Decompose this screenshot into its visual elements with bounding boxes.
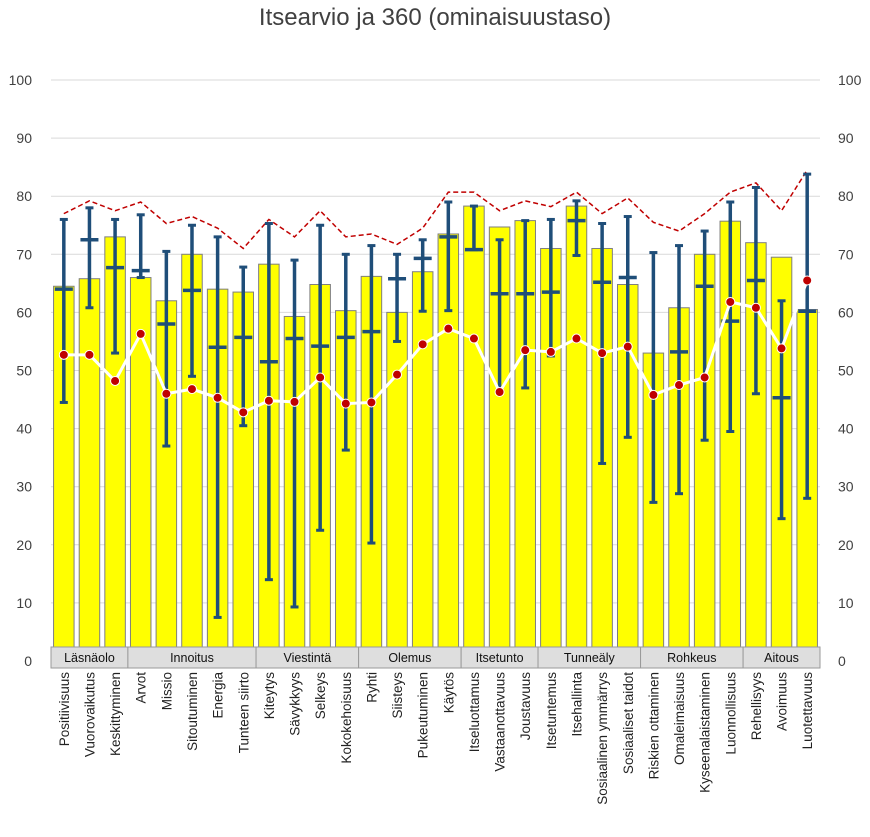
y-tick-label-right: 100 [838, 72, 862, 88]
line-marker [263, 395, 274, 406]
category-label: Luotettavuus [800, 672, 815, 750]
dashed-line-series [63, 169, 808, 250]
line-marker [110, 375, 121, 386]
line-marker [315, 372, 326, 383]
category-label: Sosiaaliset taidot [621, 672, 636, 774]
line-marker [212, 392, 223, 403]
category-label: Luonnollisuus [723, 672, 738, 755]
category-label: Sosiaalinen ymmärrys [595, 672, 610, 805]
category-label: Arvot [134, 672, 149, 704]
category-label: Rehellisyys [749, 672, 764, 741]
line-marker [238, 407, 249, 418]
line-marker [725, 296, 736, 307]
y-tick-label-left: 100 [9, 72, 33, 88]
category-label: Vuorovaikutus [82, 672, 97, 757]
line-marker [340, 398, 351, 409]
category-label: Sävykkyys [288, 672, 303, 736]
line-marker [161, 388, 172, 399]
line-marker [520, 345, 531, 356]
category-label: Vastaanottavuus [493, 672, 508, 772]
bar [411, 271, 434, 662]
bar [78, 278, 101, 662]
line-marker [648, 389, 659, 400]
category-label: Keskittyminen [108, 672, 123, 756]
y-tick-label-left: 60 [16, 304, 32, 320]
line-marker [135, 328, 146, 339]
y-tick-label-left: 70 [16, 246, 32, 262]
group-label: Olemus [388, 651, 431, 665]
line-marker [468, 333, 479, 344]
category-label: Itsehallinta [569, 672, 584, 737]
y-tick-label-left: 90 [16, 130, 32, 146]
line-marker [417, 339, 428, 350]
line-marker [58, 349, 69, 360]
line-marker [571, 333, 582, 344]
y-tick-label-right: 40 [838, 421, 854, 437]
y-tick-label-left: 80 [16, 188, 32, 204]
line-marker [597, 348, 608, 359]
group-band [742, 646, 821, 669]
y-tick-label-left: 40 [16, 421, 32, 437]
category-label: Positiivisuus [57, 672, 72, 747]
y-tick-label-right: 10 [838, 595, 854, 611]
category-label: Missio [159, 672, 174, 710]
y-tick-label-right: 50 [838, 363, 854, 379]
y-tick-label-left: 20 [16, 537, 32, 553]
y-tick-label-right: 90 [838, 130, 854, 146]
y-tick-label-left: 10 [16, 595, 32, 611]
line-marker [366, 397, 377, 408]
line-marker [802, 275, 813, 286]
line-marker [750, 302, 761, 313]
category-label: Joustavuus [518, 672, 533, 741]
line-marker [545, 346, 556, 357]
category-label: Ryhti [364, 672, 379, 703]
line-marker [699, 372, 710, 383]
line-marker [84, 349, 95, 360]
line-marker [186, 384, 197, 395]
group-label: Läsnäolo [64, 651, 115, 665]
category-label: Energia [211, 672, 226, 719]
category-label: Itsetuntemus [544, 672, 559, 750]
line-marker [289, 396, 300, 407]
line-marker [494, 386, 505, 397]
line-marker [674, 380, 685, 391]
category-label: Pukeutuminen [416, 672, 431, 758]
y-tick-label-right: 60 [838, 304, 854, 320]
y-tick-label-right: 0 [838, 653, 846, 669]
y-tick-label-left: 50 [16, 363, 32, 379]
category-label: Omaleimaisuus [672, 672, 687, 765]
category-label: Siisteys [390, 672, 405, 719]
y-tick-label-right: 20 [838, 537, 854, 553]
category-label: Kiteytys [262, 672, 277, 720]
category-label: Kokokehoisuus [339, 672, 354, 764]
group-label: Innoitus [170, 651, 214, 665]
group-label: Rohkeus [667, 651, 716, 665]
category-label: Selkeys [313, 672, 328, 720]
y-tick-label-right: 80 [838, 188, 854, 204]
line-marker [443, 323, 454, 334]
category-label: Sitoutuminen [185, 672, 200, 751]
line-marker [392, 369, 403, 380]
chart-title: Itsearvio ja 360 (ominaisuustaso) [258, 4, 612, 31]
y-tick-label-right: 70 [838, 246, 854, 262]
category-label: Avoimuus [775, 672, 790, 731]
category-label: Kyseenalaistaminen [698, 672, 713, 793]
line-marker [622, 341, 633, 352]
y-tick-label-right: 30 [838, 479, 854, 495]
line-marker [776, 343, 787, 354]
group-label: Aitous [764, 651, 799, 665]
group-label: Viestintä [283, 651, 331, 665]
bar [463, 205, 485, 662]
y-tick-label-left: 0 [24, 653, 32, 669]
bar [565, 205, 588, 662]
category-label: Tunteen siirto [236, 672, 251, 753]
group-label: Itsetunto [476, 651, 524, 665]
category-label: Itseluottamus [467, 672, 482, 753]
category-label: Käytös [441, 672, 456, 714]
group-label: Tunneäly [564, 651, 616, 665]
category-label: Riskien ottaminen [646, 672, 661, 779]
y-tick-label-left: 30 [16, 479, 32, 495]
